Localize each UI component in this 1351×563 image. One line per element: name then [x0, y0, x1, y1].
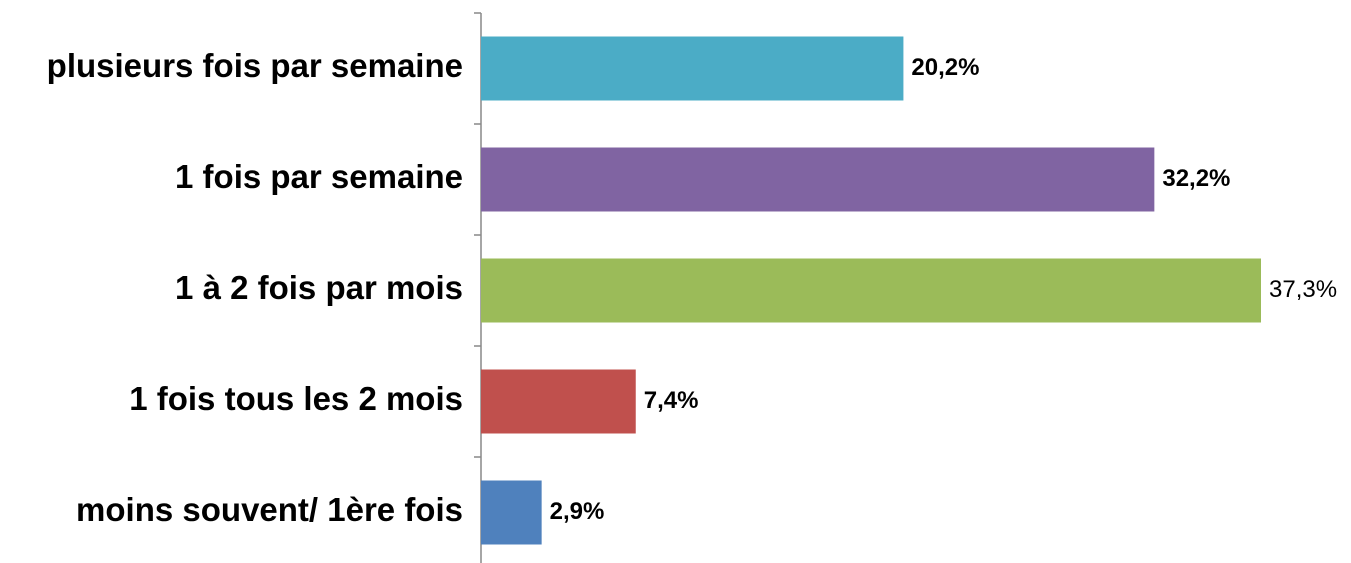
category-label: 1 à 2 fois par mois	[175, 269, 463, 306]
category-label: moins souvent/ 1ère fois	[76, 491, 463, 528]
category-label: 1 fois tous les 2 mois	[129, 380, 463, 417]
bar	[481, 480, 542, 545]
category-label: plusieurs fois par semaine	[47, 47, 463, 84]
bar	[481, 147, 1155, 212]
category-label: 1 fois par semaine	[175, 158, 463, 195]
bar	[481, 36, 904, 101]
value-label: 37,3%	[1269, 276, 1337, 303]
bar	[481, 369, 636, 434]
value-label: 7,4%	[644, 387, 699, 414]
value-label: 20,2%	[911, 54, 979, 81]
value-label: 2,9%	[550, 498, 605, 525]
bar	[481, 258, 1261, 323]
value-label: 32,2%	[1162, 165, 1230, 192]
